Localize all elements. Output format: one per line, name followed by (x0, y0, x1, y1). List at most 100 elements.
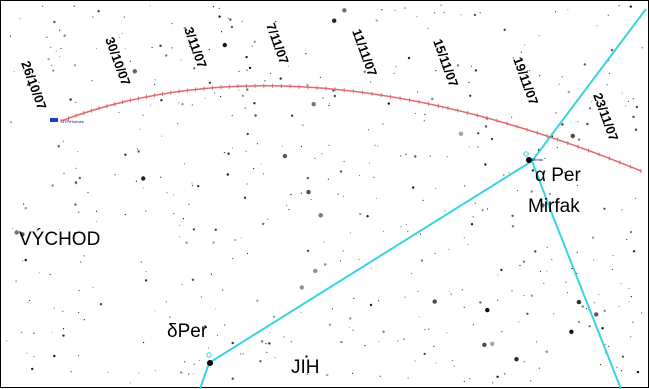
background-star (618, 5, 620, 7)
background-star (548, 192, 552, 196)
background-star (204, 325, 207, 328)
background-star (604, 343, 606, 345)
background-star (451, 359, 453, 362)
background-stars (6, 4, 643, 384)
background-star (416, 16, 418, 18)
background-star (577, 121, 579, 123)
background-star (561, 123, 564, 126)
background-star (256, 143, 259, 145)
date-label: 23/11/07 (590, 91, 621, 143)
background-star (223, 151, 225, 154)
background-star (212, 241, 215, 244)
background-star (417, 91, 419, 93)
background-star (220, 96, 222, 98)
background-star (318, 213, 323, 218)
background-star (461, 289, 463, 291)
background-star (458, 131, 464, 136)
background-star (596, 100, 598, 102)
background-star (191, 182, 193, 184)
background-star (608, 345, 610, 347)
south-label: JIH (291, 357, 320, 378)
background-star (123, 16, 125, 18)
background-star (594, 312, 599, 317)
background-star (95, 210, 98, 212)
background-star (124, 47, 127, 49)
background-star (13, 71, 15, 73)
background-star (382, 230, 384, 232)
delta-per-label: δPer (167, 321, 208, 342)
background-star (231, 115, 233, 117)
background-star (367, 129, 370, 131)
background-star (524, 44, 526, 46)
background-star (69, 98, 72, 101)
background-star (393, 72, 395, 75)
background-star (414, 112, 416, 115)
background-star (577, 320, 581, 324)
background-star (87, 192, 89, 194)
background-star (6, 340, 8, 342)
background-star (608, 72, 611, 74)
background-star (407, 377, 409, 379)
background-star (601, 327, 604, 330)
background-star (634, 197, 636, 199)
background-star (200, 296, 202, 298)
background-star (516, 189, 519, 192)
background-star (641, 47, 643, 49)
background-star (352, 372, 354, 374)
background-star (484, 125, 488, 128)
background-star (627, 100, 630, 102)
background-star (136, 148, 139, 150)
background-star (607, 14, 609, 16)
background-star (58, 228, 61, 230)
background-star (132, 69, 137, 74)
background-star (244, 107, 246, 109)
background-star (306, 373, 309, 375)
background-star (626, 238, 628, 240)
background-star (129, 60, 131, 62)
background-star (114, 174, 116, 176)
background-star (83, 255, 85, 257)
background-star (382, 330, 385, 333)
background-star (592, 259, 595, 261)
background-star (379, 375, 381, 377)
background-star (310, 199, 312, 201)
background-star (469, 378, 471, 380)
background-star (324, 263, 327, 266)
background-star (191, 278, 195, 281)
background-star (313, 268, 318, 274)
background-star (375, 197, 378, 199)
background-star (80, 261, 82, 263)
background-star (177, 123, 179, 125)
background-star (181, 283, 183, 286)
background-star (26, 83, 30, 86)
background-star (558, 83, 560, 85)
background-star (321, 153, 323, 155)
background-star (612, 255, 614, 257)
background-star (210, 273, 212, 275)
background-star (503, 28, 506, 31)
background-star (22, 260, 24, 262)
background-star (366, 215, 369, 218)
background-star (523, 361, 525, 363)
background-star (546, 270, 548, 272)
background-star (323, 241, 325, 243)
background-star (577, 184, 579, 186)
background-star (269, 72, 271, 74)
background-star (305, 355, 308, 358)
background-star (265, 343, 267, 345)
date-label: 11/11/07 (349, 27, 380, 78)
background-star (165, 54, 168, 57)
background-star (349, 232, 351, 234)
background-star (50, 46, 52, 49)
background-star (468, 146, 470, 148)
background-star (497, 299, 499, 301)
background-star (166, 192, 168, 194)
background-star (511, 225, 515, 228)
background-star (282, 153, 288, 159)
background-star (545, 350, 548, 353)
comet-tag: 17P/Holmes (62, 119, 84, 124)
background-star (370, 81, 372, 83)
background-star (554, 11, 557, 13)
background-star (477, 132, 480, 135)
